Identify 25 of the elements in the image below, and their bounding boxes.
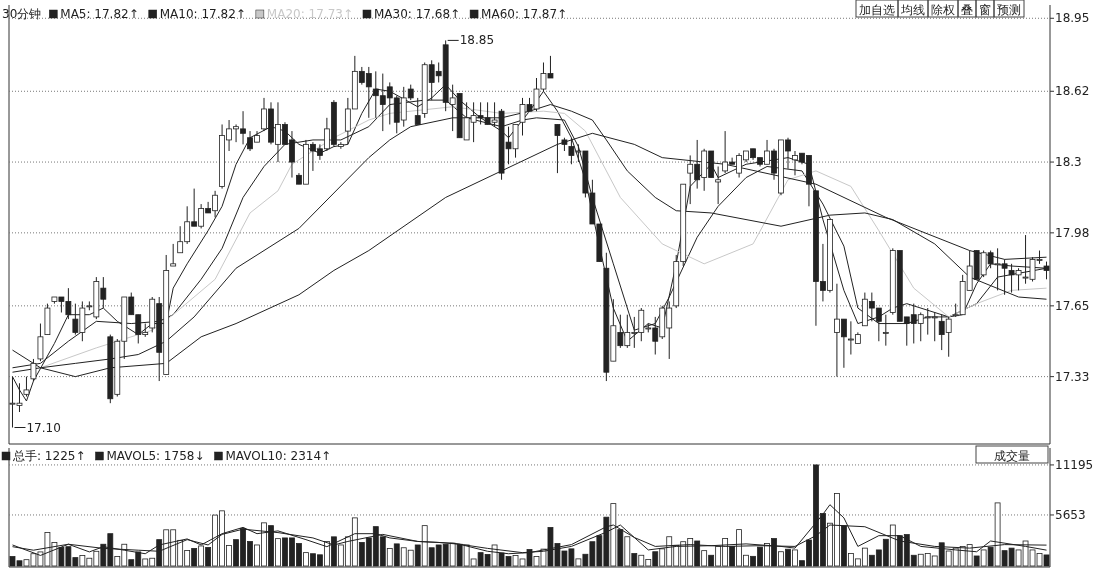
- annotation: 加自选: [859, 3, 895, 17]
- annotation: 预测: [997, 3, 1021, 17]
- y-tick-label: 17.98: [1055, 225, 1090, 240]
- annotation: 叠: [961, 3, 973, 17]
- y-tick-label: 18.3: [1055, 155, 1082, 170]
- annotation: 除权: [931, 3, 955, 17]
- y-tick-label: 11195: [1055, 457, 1094, 472]
- chart-title: 30分钟: [2, 7, 42, 21]
- legend-label: MA30: 17.68↑: [373, 7, 461, 21]
- legend-label: MA60: 17.87↑: [481, 7, 568, 21]
- legend-label: MA10: 17.82↑: [159, 7, 246, 21]
- legend-label: 总手: 1225↑: [12, 449, 86, 463]
- y-tick-label: 17.65: [1055, 298, 1090, 313]
- annotation: 18.85: [459, 33, 495, 48]
- annotation: 均线: [900, 3, 925, 17]
- legend-label: MAVOL10: 2314↑: [225, 449, 332, 463]
- legend-label: MAVOL5: 1758↓: [106, 449, 205, 463]
- legend-label: MA5: 17.82↑: [60, 7, 139, 21]
- y-tick-label: 18.95: [1055, 11, 1090, 26]
- annotation: 窗: [979, 3, 991, 17]
- annotation: 成交量: [994, 449, 1030, 463]
- annotation: 17.10: [26, 420, 61, 435]
- y-tick-label: 5653: [1055, 507, 1086, 522]
- y-tick-label: 18.62: [1055, 84, 1090, 99]
- y-tick-label: 17.33: [1055, 369, 1090, 384]
